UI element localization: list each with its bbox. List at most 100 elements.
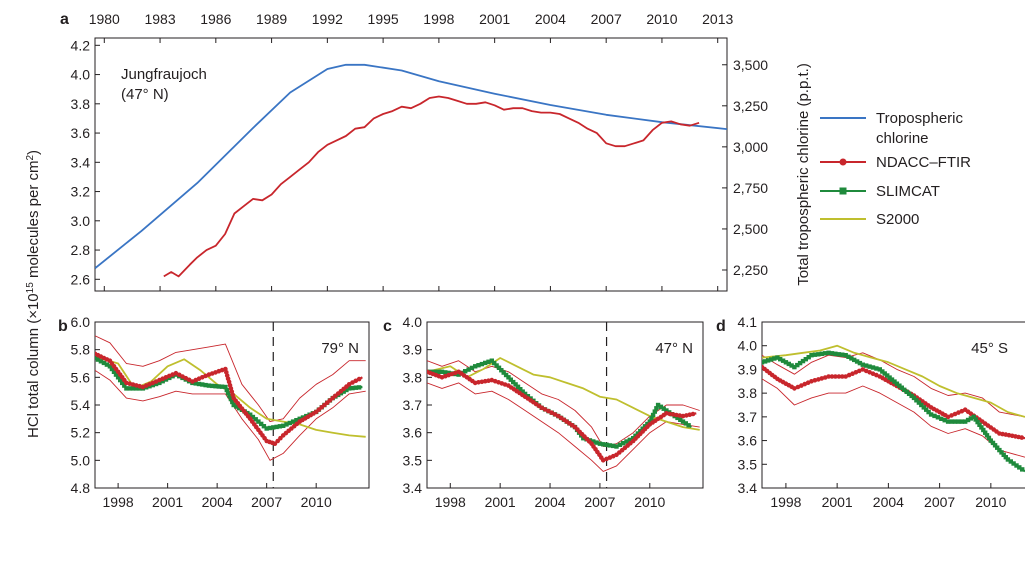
data-point-slimcat — [250, 414, 256, 420]
data-point-slimcat — [466, 367, 471, 372]
data-point-slimcat — [432, 369, 437, 374]
data-point-ndacc-ftir — [829, 374, 835, 379]
x-tick-label: 2007 — [924, 494, 955, 510]
data-point-slimcat — [200, 382, 205, 387]
data-point-slimcat — [614, 444, 619, 449]
data-point-slimcat — [499, 368, 504, 373]
data-point-slimcat — [795, 362, 800, 368]
data-point-slimcat — [439, 369, 445, 374]
data-point-slimcat — [1005, 457, 1011, 462]
y2-tick-label: 3,000 — [733, 139, 768, 155]
data-point-slimcat — [971, 414, 976, 420]
data-point-slimcat — [647, 419, 652, 424]
data-point-slimcat — [640, 426, 645, 431]
y-tick-label: 3.7 — [403, 397, 423, 413]
data-point-slimcat — [98, 359, 104, 364]
data-point-slimcat — [975, 419, 980, 425]
data-point-slimcat — [281, 423, 286, 428]
y-tick-label: 4.8 — [71, 480, 91, 496]
data-point-ndacc-ftir — [690, 411, 696, 417]
legend-label-slimcat: SLIMCAT — [876, 183, 940, 200]
data-point-slimcat — [300, 415, 306, 420]
data-point-ndacc-ftir — [278, 435, 283, 441]
site-label-latitude: (47° N) — [121, 86, 169, 103]
data-point-ndacc-ftir — [792, 386, 797, 391]
data-point-slimcat — [350, 385, 355, 391]
data-point-slimcat — [988, 438, 993, 443]
data-point-slimcat — [990, 440, 996, 446]
series-line-ndacc-ftir-upper — [95, 335, 366, 423]
data-point-slimcat — [857, 360, 863, 366]
y-tick-label: 4.0 — [71, 67, 91, 83]
data-point-ndacc-ftir — [1019, 435, 1025, 440]
y-tick-label: 4.0 — [738, 338, 758, 354]
data-point-slimcat — [231, 402, 236, 408]
data-point-slimcat — [829, 351, 835, 356]
panel-frame — [94, 37, 728, 292]
data-point-slimcat — [762, 359, 768, 364]
data-point-slimcat — [627, 437, 632, 443]
data-point-slimcat — [124, 386, 129, 391]
data-point-slimcat — [874, 366, 879, 371]
y-tick-label: 3.7 — [738, 409, 758, 425]
data-point-slimcat — [892, 379, 897, 384]
data-point-slimcat — [780, 358, 786, 363]
x-tick-label: 2010 — [634, 494, 665, 510]
data-point-slimcat — [1017, 465, 1022, 470]
data-point-slimcat — [963, 419, 968, 424]
data-point-ndacc-ftir — [833, 374, 838, 379]
data-point-slimcat — [864, 363, 869, 368]
y-tick-label: 6.0 — [71, 314, 91, 330]
data-point-slimcat — [642, 424, 648, 429]
data-point-slimcat — [849, 356, 854, 361]
data-point-slimcat — [353, 385, 358, 390]
data-point-slimcat — [476, 363, 481, 368]
y-tick-label: 3.6 — [403, 425, 423, 441]
data-point-slimcat — [826, 350, 831, 355]
data-point-slimcat — [227, 393, 232, 399]
data-point-slimcat — [775, 355, 780, 360]
x-tick-label: 2004 — [202, 494, 233, 510]
legend-label-ndacc: NDACC–FTIR — [876, 154, 971, 171]
data-point-slimcat — [274, 424, 279, 430]
site-label: 79° N — [321, 340, 359, 357]
data-point-slimcat — [939, 416, 944, 421]
data-point-slimcat — [983, 430, 988, 435]
data-point-slimcat — [506, 375, 511, 380]
data-point-slimcat — [259, 421, 264, 427]
data-point-slimcat — [271, 425, 276, 430]
left-axis-label: HCl total column (×1015 molecules per cm… — [25, 150, 43, 438]
data-point-slimcat — [833, 351, 838, 356]
data-point-slimcat — [515, 384, 521, 389]
y-tick-label: 3.6 — [738, 433, 758, 449]
data-point-slimcat — [107, 364, 113, 369]
y-tick-label: 3.4 — [403, 480, 423, 496]
data-point-slimcat — [513, 382, 518, 387]
data-point-slimcat — [769, 357, 774, 362]
series-line-s2000 — [427, 357, 700, 431]
data-point-slimcat — [877, 367, 882, 372]
data-point-slimcat — [882, 371, 887, 376]
data-point-slimcat — [778, 357, 783, 362]
data-point-slimcat — [803, 357, 808, 362]
y-tick-label: 5.8 — [71, 342, 91, 358]
data-point-slimcat — [511, 379, 516, 385]
data-point-slimcat — [256, 419, 261, 424]
data-point-slimcat — [772, 356, 777, 361]
y-tick-label: 2.8 — [71, 242, 91, 258]
data-point-slimcat — [956, 419, 961, 424]
y-tick-label: 3.9 — [738, 361, 758, 377]
x-tick-label: 1998 — [770, 494, 801, 510]
data-point-slimcat — [638, 428, 643, 434]
data-point-slimcat — [999, 450, 1004, 455]
data-point-slimcat — [624, 439, 629, 444]
legend-marker-slimcat — [839, 187, 847, 195]
series-line-s2000 — [762, 344, 1025, 418]
data-point-slimcat — [486, 359, 491, 364]
data-point-slimcat — [786, 361, 791, 367]
data-point-slimcat — [789, 363, 794, 368]
data-point-slimcat — [443, 370, 448, 375]
data-point-slimcat — [101, 360, 107, 366]
data-point-slimcat — [287, 420, 292, 426]
data-point-slimcat — [597, 441, 603, 446]
